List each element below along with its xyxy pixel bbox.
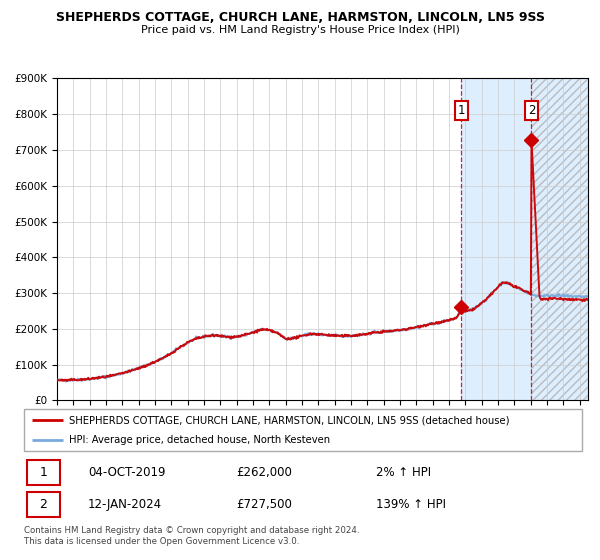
FancyBboxPatch shape xyxy=(24,409,582,451)
Bar xyxy=(461,78,588,400)
Text: 2% ↑ HPI: 2% ↑ HPI xyxy=(376,466,431,479)
Text: 04-OCT-2019: 04-OCT-2019 xyxy=(88,466,166,479)
Text: 139% ↑ HPI: 139% ↑ HPI xyxy=(376,498,446,511)
Text: 12-JAN-2024: 12-JAN-2024 xyxy=(88,498,162,511)
Text: £262,000: £262,000 xyxy=(236,466,292,479)
FancyBboxPatch shape xyxy=(27,492,60,517)
Text: SHEPHERDS COTTAGE, CHURCH LANE, HARMSTON, LINCOLN, LN5 9SS: SHEPHERDS COTTAGE, CHURCH LANE, HARMSTON… xyxy=(56,11,545,24)
Text: £727,500: £727,500 xyxy=(236,498,292,511)
Text: HPI: Average price, detached house, North Kesteven: HPI: Average price, detached house, Nort… xyxy=(68,435,330,445)
Text: 1: 1 xyxy=(40,466,47,479)
Text: SHEPHERDS COTTAGE, CHURCH LANE, HARMSTON, LINCOLN, LN5 9SS (detached house): SHEPHERDS COTTAGE, CHURCH LANE, HARMSTON… xyxy=(68,415,509,425)
Text: Contains HM Land Registry data © Crown copyright and database right 2024.
This d: Contains HM Land Registry data © Crown c… xyxy=(24,526,359,546)
Text: 2: 2 xyxy=(528,104,535,117)
Text: 2: 2 xyxy=(40,498,47,511)
Text: 1: 1 xyxy=(458,104,465,117)
Bar xyxy=(532,78,588,400)
FancyBboxPatch shape xyxy=(27,460,60,484)
Text: Price paid vs. HM Land Registry's House Price Index (HPI): Price paid vs. HM Land Registry's House … xyxy=(140,25,460,35)
